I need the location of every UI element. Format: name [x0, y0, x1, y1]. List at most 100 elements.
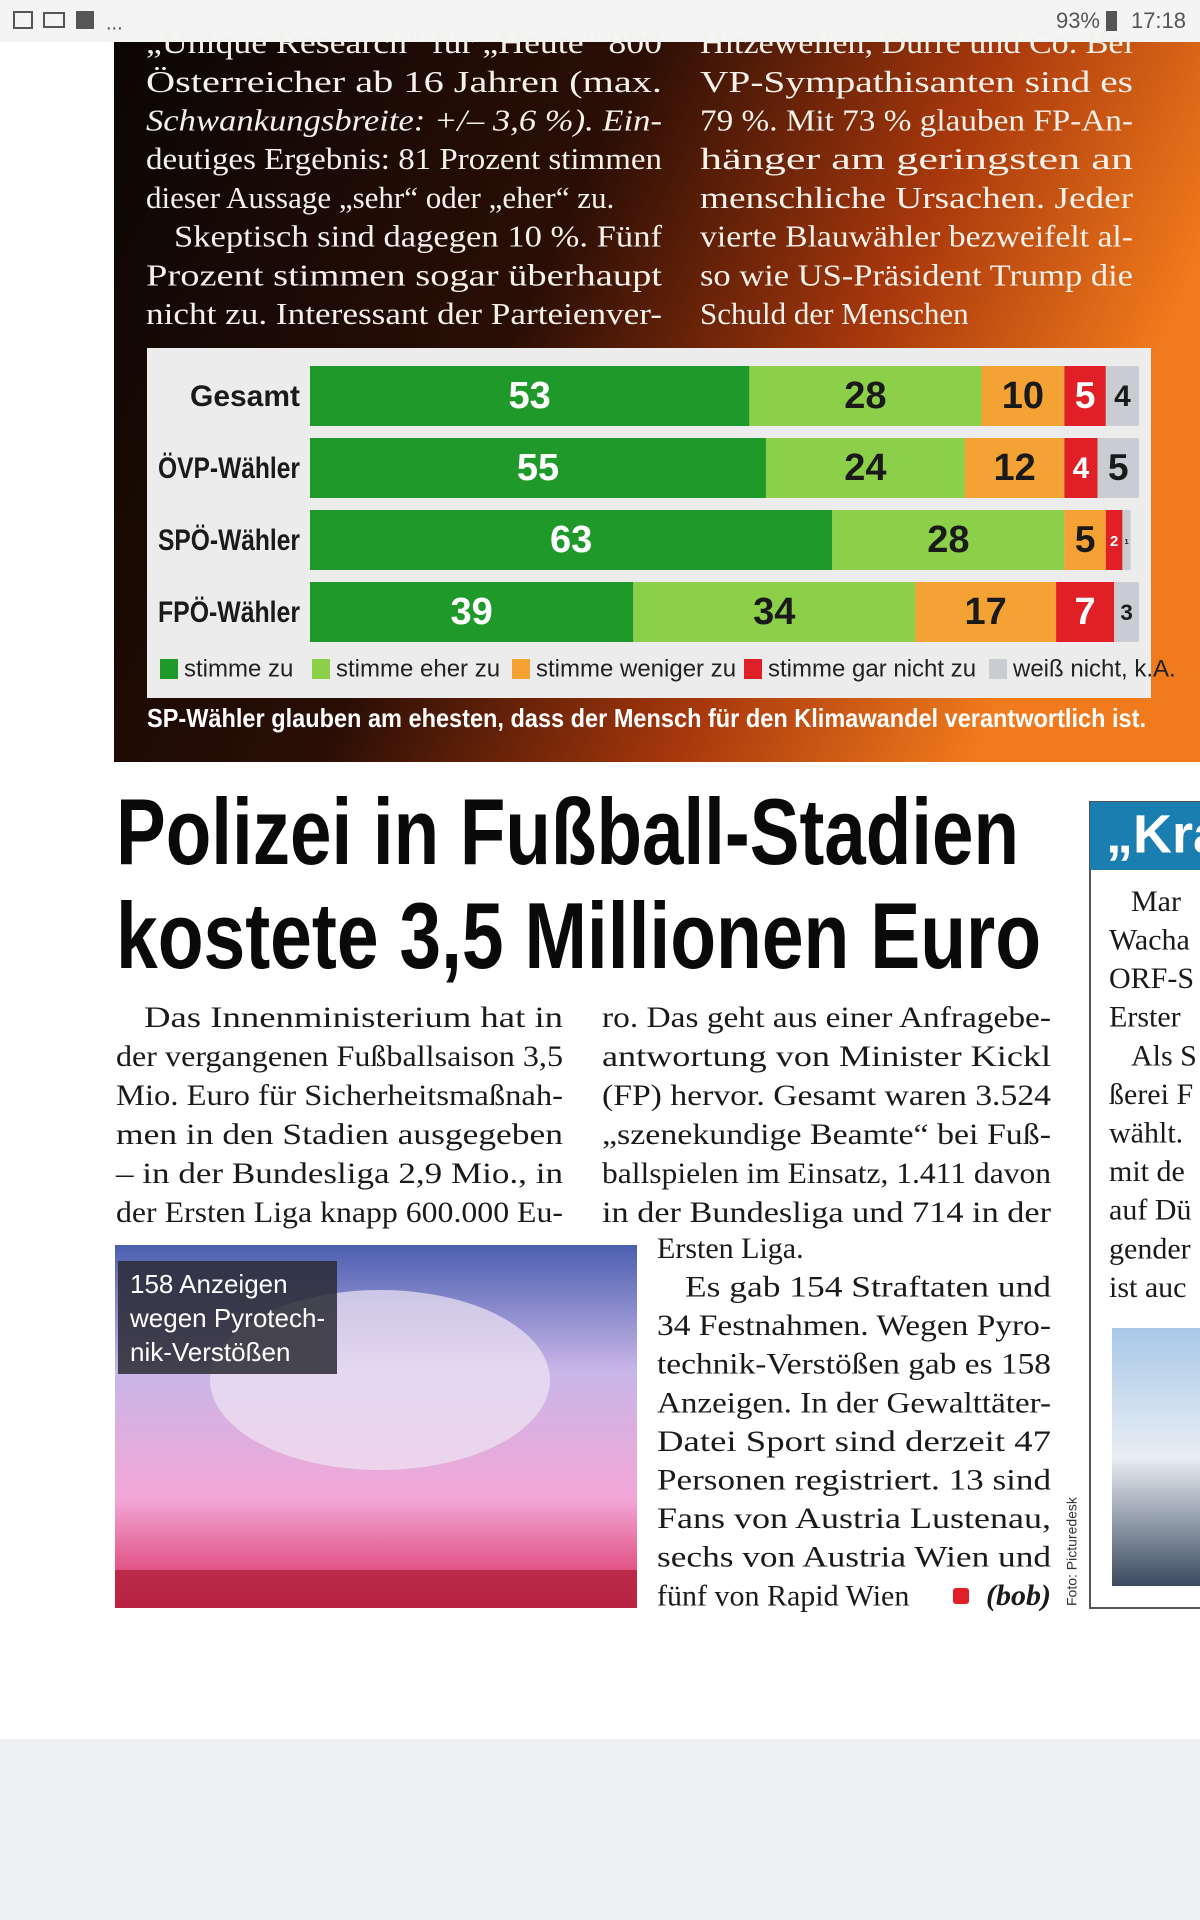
end-mark	[953, 1588, 969, 1604]
bar-value: 5	[1108, 446, 1129, 488]
side-line: gender	[1109, 1232, 1191, 1265]
article-line: menschliche Ursachen. Jeder	[700, 180, 1134, 215]
bar-value: 12	[994, 447, 1036, 489]
bar-value: 10	[1002, 375, 1044, 417]
bar-segment	[310, 510, 833, 570]
bar-value: 24	[844, 447, 886, 489]
side-line: Erster	[1109, 1001, 1181, 1034]
bar-segment	[1064, 438, 1098, 498]
side-line: ßerei F	[1109, 1078, 1193, 1111]
photo-caption: nik-Verstößen	[130, 1337, 290, 1367]
row-label: Gesamt	[190, 380, 300, 413]
bar-value: 34	[753, 591, 795, 633]
bar-segment	[765, 438, 965, 498]
body-line: Fans von Austria Lustenau,	[657, 1502, 1051, 1535]
bar-segment	[1064, 510, 1106, 570]
photo-credit: Foto: Picturedesk	[1064, 1496, 1080, 1606]
article-line: 79 %. Mit 73 % glauben FP-An-	[700, 103, 1133, 138]
article-line: Prozent stimmen sogar überhaupt	[146, 257, 662, 292]
body-line: 34 Festnahmen. Wegen Pyro-	[657, 1309, 1051, 1342]
body-line: Ersten Liga.	[657, 1232, 804, 1265]
body-line: – in der Bundesliga 2,9 Mio., in	[115, 1157, 563, 1190]
body-line: men in den Stadien ausgegeben	[116, 1118, 563, 1151]
news-icon	[43, 12, 65, 28]
bar-segment	[749, 366, 982, 426]
side-line: ORF-S	[1109, 962, 1194, 995]
body-line: ballspielen im Einsatz, 1.411 davon	[602, 1157, 1051, 1190]
article-line: Skeptisch sind dagegen 10 %. Fünf	[174, 219, 663, 254]
legend-swatch	[160, 659, 178, 679]
article-line: hänger am geringsten an	[700, 141, 1134, 176]
body-line: Das Innenministerium hat in	[144, 1001, 563, 1034]
bar-value: 28	[844, 375, 886, 417]
body-line: sechs von Austria Wien und	[657, 1541, 1051, 1574]
row-label: SPÖ-Wähler	[158, 524, 300, 557]
side-line: auf Dü	[1109, 1194, 1191, 1227]
bar-value: 55	[517, 447, 559, 489]
status-bar	[0, 0, 1200, 42]
bar-segment	[832, 510, 1065, 570]
bar-value: 39	[451, 591, 493, 633]
bar-value: 17	[964, 591, 1006, 633]
legend-label: weiß nicht, k.A.	[1012, 655, 1176, 682]
body-line: in der Bundesliga und 714 in der	[602, 1196, 1051, 1229]
photo-caption-box	[118, 1261, 337, 1374]
legend-label: stimme zu	[184, 655, 293, 682]
article-line: „Unique Research“ für „Heute“ 800	[146, 25, 662, 60]
body-line: technik-Verstößen gab es 158	[657, 1348, 1051, 1381]
author: (bob)	[986, 1579, 1051, 1612]
body-line: ro. Das geht aus einer Anfragebe-	[602, 1001, 1051, 1034]
bar-segment	[1105, 510, 1123, 570]
side-photo	[1112, 1328, 1200, 1586]
bar-segment	[310, 366, 750, 426]
body-line: Es gab 154 Straftaten und	[685, 1270, 1051, 1303]
side-article-header	[1090, 802, 1200, 870]
body-line: Personen registriert. 13 sind	[657, 1463, 1051, 1496]
battery-icon	[1106, 11, 1117, 31]
legend-swatch	[312, 659, 330, 679]
legend-swatch	[512, 659, 530, 679]
article-line: so wie US-Präsident Trump die	[700, 257, 1133, 292]
body-line: fünf von Rapid Wien	[657, 1579, 909, 1612]
gallery-icon	[13, 11, 33, 29]
bar-segment	[1122, 510, 1131, 570]
chart-caption: SP-Wähler glauben am ehesten, dass der M…	[147, 703, 1146, 733]
body-line: „szenekundige Beamte“ bei Fuß-	[602, 1118, 1051, 1151]
legend-swatch	[744, 659, 762, 679]
article-line: Hitzewellen, Dürre und Co. Bei	[700, 25, 1133, 60]
bar-segment	[1097, 438, 1139, 498]
headline: kostete 3,5 Millionen Euro	[116, 883, 1041, 988]
bar-value: 1	[1124, 537, 1128, 546]
bar-value: 4	[1114, 380, 1131, 413]
article-line: nicht zu. Interessant der Parteienver-	[146, 296, 662, 331]
background-bottom	[0, 1739, 1200, 1920]
body-line: Anzeigen. In der Gewalttäter-	[657, 1386, 1051, 1419]
legend-label: stimme gar nicht zu	[768, 655, 976, 682]
bar-segment	[1064, 366, 1106, 426]
body-line: der vergangenen Fußballsaison 3,5	[116, 1040, 563, 1073]
body-line: antwortung von Minister Kickl	[602, 1040, 1051, 1073]
bar-value: 7	[1075, 591, 1096, 633]
row-label: FPÖ-Wähler	[158, 596, 300, 629]
bar-segment	[310, 438, 766, 498]
side-line: mit de	[1109, 1155, 1185, 1188]
bar-value: 5	[1075, 374, 1096, 416]
bar-segment	[964, 438, 1065, 498]
side-line: Als S	[1131, 1039, 1197, 1072]
article-line: Schuld der Menschen	[700, 296, 969, 331]
bar-segment	[915, 582, 1057, 642]
side-line: wählt.	[1109, 1116, 1183, 1149]
clock: 17:18	[1131, 8, 1186, 33]
side-line: Wacha	[1109, 923, 1190, 956]
article-line: dieser Aussage „sehr“ oder „eher“ zu.	[146, 180, 614, 215]
bar-value: 28	[927, 519, 969, 561]
article-line: VP-Sympathisanten sind es	[700, 64, 1133, 99]
bar-segment	[1114, 582, 1139, 642]
body-line: Datei Sport sind derzeit 47	[657, 1425, 1051, 1458]
bar-value: 4	[1073, 452, 1090, 485]
legend-label: stimme weniger zu	[536, 655, 736, 682]
article-line: Schwankungsbreite: +/– 3,6 %). Ein-	[146, 103, 662, 138]
photo-caption: wegen Pyrotech-	[129, 1303, 325, 1333]
